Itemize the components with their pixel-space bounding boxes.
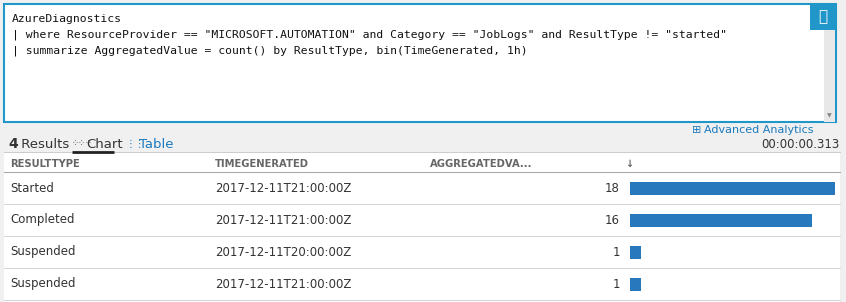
Text: | where ResourceProvider == "MICROSOFT.AUTOMATION" and Category == "JobLogs" and: | where ResourceProvider == "MICROSOFT.A… <box>12 30 727 40</box>
Text: Suspended: Suspended <box>10 278 75 291</box>
Bar <box>630 182 835 194</box>
Text: 4: 4 <box>8 137 18 151</box>
Text: | summarize AggregatedValue = count() by ResultType, bin(TimeGenerated, 1h): | summarize AggregatedValue = count() by… <box>12 46 528 56</box>
Bar <box>810 4 836 30</box>
Bar <box>630 214 812 226</box>
Bar <box>4 4 836 122</box>
Text: AGGREGATEDVA...: AGGREGATEDVA... <box>430 159 532 169</box>
Text: 18: 18 <box>605 182 620 194</box>
Text: Completed: Completed <box>10 214 74 226</box>
Text: ▼: ▼ <box>827 114 832 118</box>
Text: AzureDiagnostics: AzureDiagnostics <box>12 14 122 24</box>
Text: 2017-12-11T21:00:00Z: 2017-12-11T21:00:00Z <box>215 278 351 291</box>
Text: Chart: Chart <box>86 137 123 150</box>
Text: ⁘⁘⁘: ⁘⁘⁘ <box>72 140 93 149</box>
Text: RESULTTYPE: RESULTTYPE <box>10 159 80 169</box>
Text: 1: 1 <box>613 278 620 291</box>
Text: ⋮⋮: ⋮⋮ <box>126 139 146 149</box>
Text: Table: Table <box>139 137 173 150</box>
Text: Results: Results <box>17 137 69 150</box>
Text: 🔍: 🔍 <box>818 9 827 24</box>
Text: 2017-12-11T21:00:00Z: 2017-12-11T21:00:00Z <box>215 182 351 194</box>
Bar <box>824 30 835 122</box>
Text: ↓: ↓ <box>625 159 633 169</box>
Bar <box>630 246 641 259</box>
Text: Started: Started <box>10 182 54 194</box>
Text: Advanced Analytics: Advanced Analytics <box>704 125 814 135</box>
Bar <box>630 278 641 291</box>
Text: 2017-12-11T21:00:00Z: 2017-12-11T21:00:00Z <box>215 214 351 226</box>
Text: ⊞: ⊞ <box>692 125 705 135</box>
Text: Suspended: Suspended <box>10 246 75 259</box>
Text: 2017-12-11T20:00:00Z: 2017-12-11T20:00:00Z <box>215 246 351 259</box>
Text: 1: 1 <box>613 246 620 259</box>
Text: TIMEGENERATED: TIMEGENERATED <box>215 159 309 169</box>
Bar <box>4 152 840 302</box>
Text: 00:00:00.313: 00:00:00.313 <box>761 137 840 150</box>
Text: 16: 16 <box>605 214 620 226</box>
